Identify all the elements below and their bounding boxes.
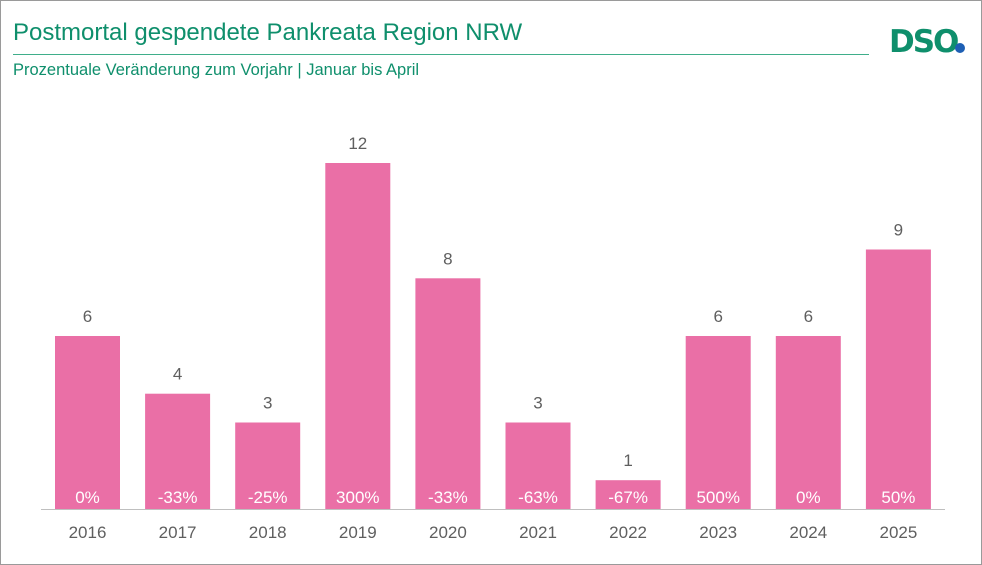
bar-2018 — [235, 422, 301, 509]
dso-logo-text: DSO — [889, 24, 958, 58]
x-tick-2020: 2020 — [429, 523, 467, 542]
x-tick-2023: 2023 — [699, 523, 737, 542]
value-label-2021: 3 — [533, 394, 542, 413]
change-label-2022: -67% — [608, 488, 648, 507]
bar-2016 — [55, 336, 120, 509]
dso-logo: DSO — [889, 24, 965, 58]
bar-2022 — [595, 480, 661, 509]
change-label-2017: -33% — [158, 488, 198, 507]
change-label-2024: 0% — [796, 488, 821, 507]
value-label-2023: 6 — [713, 307, 722, 326]
x-tick-2019: 2019 — [339, 523, 377, 542]
title-divider — [13, 54, 869, 55]
bar-2025 — [865, 249, 931, 509]
bar-2021 — [505, 422, 571, 509]
bar-2024 — [775, 336, 841, 509]
value-label-2018: 3 — [263, 394, 272, 413]
chart-title: Postmortal gespendete Pankreata Region N… — [13, 19, 523, 46]
value-label-2025: 9 — [894, 221, 903, 240]
bar-2020 — [415, 278, 481, 509]
bar-2023 — [685, 336, 751, 509]
change-label-2023: 500% — [696, 488, 739, 507]
value-label-2016: 6 — [83, 307, 92, 326]
chart-subtitle: Prozentuale Veränderung zum Vorjahr | Ja… — [13, 61, 420, 79]
x-tick-2025: 2025 — [879, 523, 917, 542]
change-label-2021: -63% — [518, 488, 558, 507]
change-label-2018: -25% — [248, 488, 288, 507]
value-label-2022: 1 — [623, 451, 632, 470]
bar-2019 — [325, 163, 391, 509]
x-tick-2022: 2022 — [609, 523, 647, 542]
x-tick-2024: 2024 — [789, 523, 827, 542]
x-tick-2018: 2018 — [249, 523, 287, 542]
bar-2017 — [145, 393, 211, 509]
x-tick-2021: 2021 — [519, 523, 557, 542]
x-tick-2016: 2016 — [69, 523, 107, 542]
value-label-2020: 8 — [443, 249, 452, 268]
value-label-2024: 6 — [804, 307, 813, 326]
logo-dot — [955, 43, 965, 53]
value-label-2017: 4 — [173, 365, 182, 384]
x-tick-2017: 2017 — [159, 523, 197, 542]
bars-group: 6 0% 2016 4 -33% 2017 3 -25% 2018 12 300% 2019 8 -33%… — [55, 134, 931, 542]
change-label-2019: 300% — [336, 488, 379, 507]
value-label-2019: 12 — [348, 134, 367, 153]
change-label-2020: -33% — [428, 488, 468, 507]
change-label-2016: 0% — [75, 488, 100, 507]
change-label-2025: 50% — [881, 488, 915, 507]
